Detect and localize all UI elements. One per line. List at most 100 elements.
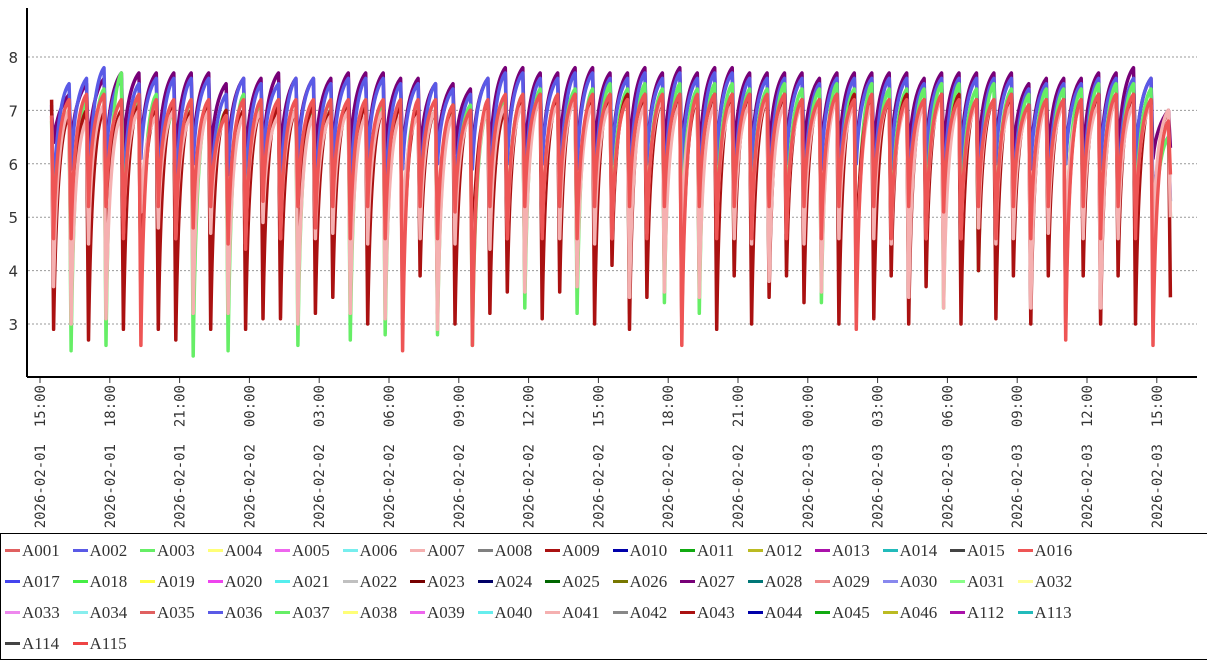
legend-label: A020: [224, 571, 263, 591]
legend-item: A023: [410, 566, 478, 597]
legend-item: A044: [747, 597, 816, 628]
legend-item: A026: [612, 566, 681, 597]
legend-label: A021: [292, 571, 330, 591]
legend-item: A043: [680, 597, 748, 628]
legend-label: A114: [22, 633, 60, 653]
legend-item: A113: [1017, 597, 1086, 628]
legend-swatch: [882, 580, 898, 583]
legend-swatch: [275, 549, 290, 552]
legend-label: A023: [427, 571, 465, 591]
legend-swatch: [342, 611, 358, 614]
legend-swatch: [545, 580, 560, 583]
legend-label: A002: [89, 540, 128, 560]
legend-swatch: [275, 580, 290, 583]
legend-item: A042: [612, 597, 681, 628]
legend-item: A014: [882, 535, 951, 566]
legend-swatch: [747, 611, 763, 614]
legend-label: A009: [562, 540, 600, 560]
x-tick-label: 2026-02-02 00:00: [242, 385, 258, 528]
legend-label: A028: [764, 571, 803, 591]
legend-swatch: [72, 611, 88, 614]
legend-item: A011: [680, 535, 748, 566]
legend: A001 A002 A003 A004 A005 A006 A007 A008 A009 A010…: [0, 533, 1207, 660]
legend-swatch: [815, 611, 830, 614]
legend-swatch: [207, 611, 223, 614]
legend-swatch: [410, 611, 425, 614]
legend-swatch: [5, 549, 20, 552]
x-tick-label: 2026-02-02 15:00: [591, 385, 607, 528]
legend-label: A024: [494, 571, 533, 591]
legend-swatch: [1017, 611, 1033, 614]
legend-item: A035: [140, 597, 208, 628]
legend-label: A012: [764, 540, 803, 560]
legend-item: A010: [612, 535, 681, 566]
x-tick-label: 2026-02-03 09:00: [1010, 385, 1026, 528]
legend-label: A046: [899, 602, 938, 622]
legend-label: A006: [359, 540, 398, 560]
legend-item: A019: [140, 566, 208, 597]
legend-label: A043: [697, 602, 735, 622]
legend-swatch: [545, 549, 560, 552]
legend-item: A030: [882, 566, 951, 597]
legend-label: A037: [292, 602, 330, 622]
legend-swatch: [882, 549, 898, 552]
legend-label: A031: [967, 571, 1005, 591]
legend-label: A008: [494, 540, 533, 560]
legend-item: A004: [207, 535, 276, 566]
legend-swatch: [950, 580, 965, 583]
legend-swatch: [140, 580, 155, 583]
y-tick-label: 8: [8, 49, 18, 67]
legend-label: A034: [89, 602, 128, 622]
x-tick-label: 2026-02-01 18:00: [103, 385, 119, 528]
legend-swatch: [680, 549, 695, 552]
axes: [26, 8, 1197, 378]
legend-item: A007: [410, 535, 478, 566]
legend-label: A032: [1034, 571, 1073, 591]
legend-label: A022: [359, 571, 398, 591]
legend-swatch: [477, 580, 493, 583]
legend-swatch: [680, 580, 695, 583]
legend-swatch: [477, 549, 493, 552]
legend-item: A032: [1017, 566, 1086, 597]
x-tick-label: 2026-02-01 15:00: [33, 385, 49, 528]
legend-item: A001: [5, 535, 73, 566]
legend-label: A005: [292, 540, 330, 560]
x-tick-label: 2026-02-03 12:00: [1080, 385, 1096, 528]
y-tick-labels: 3 4 5 6 7 8: [8, 49, 18, 334]
y-tick-label: 6: [8, 156, 18, 174]
legend-label: A115: [89, 633, 127, 653]
legend-swatch: [612, 580, 628, 583]
legend-label: A007: [427, 540, 465, 560]
legend-swatch: [747, 549, 763, 552]
y-tick-label: 5: [8, 209, 18, 227]
legend-swatch: [5, 642, 20, 645]
legend-swatch: [342, 580, 358, 583]
legend-label: A035: [157, 602, 195, 622]
x-tick-label: 2026-02-02 18:00: [661, 385, 677, 528]
legend-item: A017: [5, 566, 73, 597]
legend-item: A045: [815, 597, 883, 628]
legend-swatch: [815, 549, 830, 552]
legend-swatch: [140, 611, 155, 614]
legend-item: A015: [950, 535, 1018, 566]
legend-label: A003: [157, 540, 195, 560]
legend-item: A022: [342, 566, 411, 597]
legend-item: A024: [477, 566, 546, 597]
legend-swatch: [612, 611, 628, 614]
legend-swatch: [1017, 580, 1033, 583]
legend-item: A005: [275, 535, 343, 566]
legend-swatch: [140, 549, 155, 552]
legend-label: A040: [494, 602, 533, 622]
legend-item: A002: [72, 535, 141, 566]
legend-item: A039: [410, 597, 478, 628]
legend-item: A021: [275, 566, 343, 597]
legend-label: A112: [967, 602, 1005, 622]
legend-swatch: [410, 549, 425, 552]
legend-item: A036: [207, 597, 276, 628]
legend-swatch: [207, 580, 223, 583]
series-line-A016: [49, 92, 1173, 353]
legend-swatch: [410, 580, 425, 583]
x-tick-label: 2026-02-03 03:00: [871, 385, 887, 528]
legend-item: A115: [72, 628, 141, 659]
